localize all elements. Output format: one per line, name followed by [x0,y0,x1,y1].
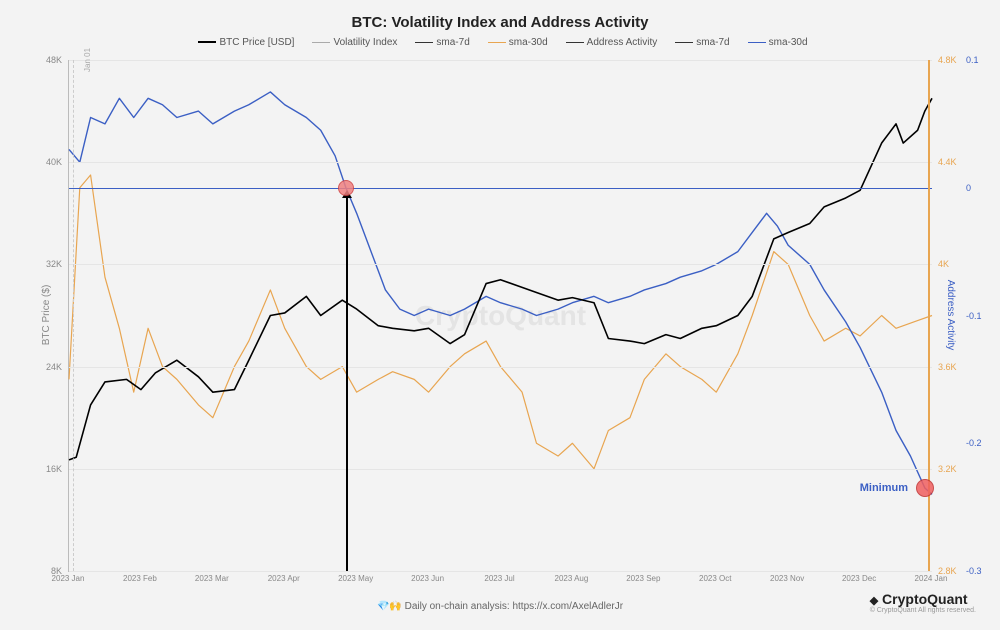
x-tick: 2023 Jul [484,574,514,583]
y-tick-right1: 4K [934,259,962,269]
y-tick-right1: 3.2K [934,464,962,474]
x-tick: 2023 Apr [268,574,300,583]
legend-item: Volatility Index [306,37,397,48]
marker-dot [338,180,354,196]
x-tick: 2023 Jan [52,574,85,583]
y-tick-left: 32K [10,259,66,269]
y-tick-right1: 4.4K [934,157,962,167]
legend-item: sma-7d [409,37,469,48]
y-tick-right2: -0.3 [962,566,990,576]
series-line [69,175,932,469]
legend-item: sma-7d [669,37,729,48]
y-tick-left: 40K [10,157,66,167]
chart-svg [69,60,932,571]
y-tick-right2: -0.1 [962,311,990,321]
legend-item: BTC Price [USD] [192,37,294,48]
y-axis-left: 8K16K24K32K40K48K [10,60,66,572]
x-tick: 2023 Feb [123,574,157,583]
legend: BTC Price [USD] Volatility Index sma-7d sma… [10,31,990,52]
x-axis: 2023 Jan2023 Feb2023 Mar2023 Apr2023 May… [68,574,932,590]
x-tick: 2023 Jun [411,574,444,583]
x-tick: 2023 Oct [699,574,731,583]
y-tick-right2: 0.1 [962,55,990,65]
x-tick: 2023 May [338,574,373,583]
x-tick: 2023 Mar [195,574,229,583]
legend-item: Address Activity [560,37,658,48]
legend-item: sma-30d [742,37,808,48]
brand-sub: © CryptoQuant All rights reserved. [870,607,976,614]
y-axis-right2: -0.3-0.2-0.100.1 [962,60,990,572]
plot-area: CryptoQuant Jan 01Minimum [68,60,932,572]
x-tick: 2023 Nov [770,574,804,583]
x-tick: 2023 Dec [842,574,876,583]
brand-text: CryptoQuant [882,591,968,607]
y-axis-right1: 2.8K3.2K3.6K4K4.4K4.8K [934,60,962,572]
y-tick-left: 16K [10,464,66,474]
arrow-annotation [346,198,348,571]
x-tick: 2024 Jan [915,574,948,583]
zero-line [69,188,932,190]
y-tick-right2: 0 [962,183,990,193]
legend-item: sma-30d [482,37,548,48]
minimum-label: Minimum [860,482,914,494]
y-tick-right2: -0.2 [962,438,990,448]
y-tick-right1: 4.8K [934,55,962,65]
y-tick-left: 24K [10,362,66,372]
brand-logo: ◆ CryptoQuant © CryptoQuant All rights r… [870,591,976,614]
chart-title: BTC: Volatility Index and Address Activi… [10,10,990,31]
y-tick-left: 48K [10,55,66,65]
chart-container: BTC: Volatility Index and Address Activi… [10,10,990,620]
start-date-label: Jan 01 [83,48,92,72]
x-tick: 2023 Sep [626,574,660,583]
footer-text: 💎🙌 Daily on-chain analysis: https://x.co… [10,601,990,612]
y-tick-right1: 3.6K [934,362,962,372]
x-tick: 2023 Aug [555,574,589,583]
series-line [69,92,932,494]
start-date-line [73,60,74,571]
marker-dot [916,479,934,497]
